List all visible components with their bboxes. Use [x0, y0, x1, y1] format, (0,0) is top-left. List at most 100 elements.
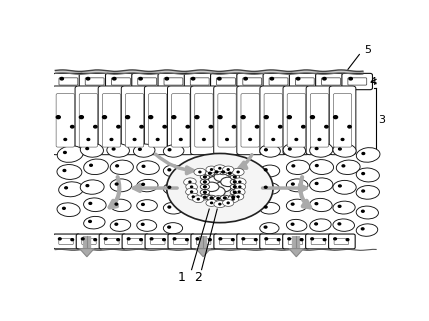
FancyBboxPatch shape: [237, 234, 263, 249]
Circle shape: [115, 203, 118, 205]
Circle shape: [103, 116, 106, 119]
Ellipse shape: [230, 179, 239, 185]
Circle shape: [255, 126, 259, 128]
Circle shape: [60, 77, 63, 80]
Circle shape: [168, 169, 171, 171]
Circle shape: [127, 238, 130, 240]
Ellipse shape: [214, 201, 226, 208]
Ellipse shape: [223, 199, 234, 206]
Circle shape: [249, 138, 251, 141]
Ellipse shape: [214, 196, 223, 201]
Circle shape: [168, 226, 170, 228]
Ellipse shape: [110, 160, 133, 175]
Circle shape: [296, 77, 300, 80]
FancyBboxPatch shape: [306, 86, 333, 155]
FancyBboxPatch shape: [310, 94, 329, 147]
Circle shape: [104, 238, 107, 240]
Ellipse shape: [233, 193, 244, 200]
Circle shape: [242, 238, 245, 240]
FancyBboxPatch shape: [172, 94, 190, 147]
FancyBboxPatch shape: [263, 74, 294, 90]
Circle shape: [238, 191, 240, 193]
Ellipse shape: [80, 143, 103, 157]
FancyBboxPatch shape: [305, 234, 332, 249]
Circle shape: [142, 165, 145, 167]
FancyBboxPatch shape: [75, 86, 102, 155]
FancyBboxPatch shape: [217, 78, 236, 85]
Circle shape: [71, 126, 74, 128]
Circle shape: [202, 138, 205, 141]
Circle shape: [278, 126, 282, 128]
Circle shape: [186, 126, 190, 128]
Ellipse shape: [336, 160, 360, 175]
Circle shape: [190, 186, 193, 187]
FancyBboxPatch shape: [295, 78, 314, 85]
Ellipse shape: [186, 188, 198, 195]
Circle shape: [292, 165, 295, 167]
Circle shape: [362, 190, 365, 192]
Circle shape: [227, 169, 229, 170]
Circle shape: [142, 183, 145, 185]
Ellipse shape: [356, 186, 379, 199]
FancyBboxPatch shape: [151, 238, 165, 245]
Circle shape: [264, 169, 267, 171]
Circle shape: [142, 204, 144, 205]
Circle shape: [115, 183, 118, 185]
Circle shape: [237, 196, 239, 197]
Circle shape: [142, 223, 144, 225]
Text: 5: 5: [365, 45, 372, 55]
Ellipse shape: [163, 183, 183, 194]
Ellipse shape: [84, 216, 105, 229]
Ellipse shape: [163, 165, 183, 177]
Ellipse shape: [283, 143, 305, 157]
FancyBboxPatch shape: [76, 234, 103, 249]
Circle shape: [244, 77, 247, 80]
Circle shape: [168, 186, 171, 188]
Circle shape: [156, 138, 159, 141]
Ellipse shape: [356, 168, 379, 182]
Text: 4: 4: [369, 76, 377, 87]
Circle shape: [232, 198, 234, 200]
Circle shape: [311, 238, 314, 240]
Circle shape: [295, 138, 298, 141]
FancyBboxPatch shape: [85, 78, 104, 85]
Ellipse shape: [233, 178, 246, 186]
Ellipse shape: [214, 172, 229, 182]
Ellipse shape: [80, 180, 104, 194]
Ellipse shape: [163, 223, 183, 234]
FancyBboxPatch shape: [329, 234, 355, 249]
Circle shape: [140, 239, 142, 241]
Ellipse shape: [229, 195, 238, 200]
Circle shape: [195, 116, 199, 119]
FancyBboxPatch shape: [214, 234, 241, 249]
Circle shape: [197, 198, 199, 200]
Ellipse shape: [233, 188, 245, 195]
Ellipse shape: [232, 168, 244, 176]
Circle shape: [210, 197, 213, 199]
Ellipse shape: [163, 202, 183, 214]
Circle shape: [233, 191, 236, 193]
Circle shape: [233, 186, 236, 188]
Circle shape: [139, 77, 142, 80]
Circle shape: [204, 191, 206, 193]
Ellipse shape: [184, 178, 196, 186]
Circle shape: [189, 181, 191, 183]
Circle shape: [204, 181, 206, 183]
Ellipse shape: [356, 148, 380, 162]
Circle shape: [196, 238, 199, 240]
Ellipse shape: [225, 170, 235, 176]
Circle shape: [89, 221, 91, 222]
Ellipse shape: [260, 202, 280, 214]
Ellipse shape: [221, 177, 236, 187]
Ellipse shape: [287, 179, 308, 192]
Circle shape: [149, 116, 153, 119]
Text: 1: 1: [178, 271, 186, 283]
Circle shape: [204, 176, 206, 178]
Circle shape: [186, 239, 188, 241]
Circle shape: [90, 164, 92, 166]
Circle shape: [87, 138, 90, 141]
Circle shape: [323, 77, 326, 80]
Ellipse shape: [223, 166, 234, 173]
FancyBboxPatch shape: [191, 234, 218, 249]
FancyBboxPatch shape: [218, 94, 236, 147]
